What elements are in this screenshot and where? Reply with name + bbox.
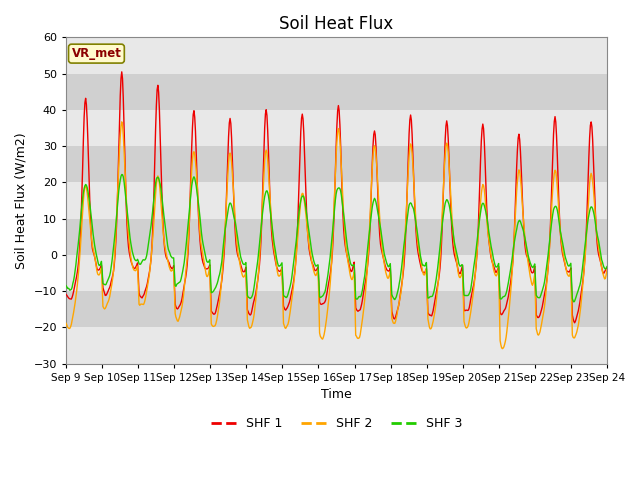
Line: SHF 2: SHF 2 (66, 122, 607, 348)
SHF 2 (603, 267, 611, 273)
SHF 2 (499, 346, 506, 351)
SHF 1 (403, 199, 411, 204)
Bar (66, 73, 607, 110)
SHF 3 (62, 283, 70, 288)
Bar (66, 327, 607, 364)
Bar (66, 291, 607, 327)
X-axis label: Time: Time (321, 388, 352, 401)
SHF 3 (603, 264, 611, 269)
Bar (66, 182, 607, 219)
SHF 2 (403, 197, 411, 203)
SHF 2 (129, 262, 136, 268)
Bar (66, 146, 607, 182)
SHF 1 (571, 320, 579, 326)
SHF 3 (72, 262, 80, 268)
SHF 1 (212, 309, 220, 314)
SHF 2 (183, 255, 191, 261)
SHF 1 (72, 277, 80, 283)
Title: Soil Heat Flux: Soil Heat Flux (280, 15, 394, 33)
SHF 3 (129, 249, 136, 254)
SHF 3 (212, 284, 220, 290)
SHF 2 (419, 269, 426, 275)
SHF 1 (603, 265, 611, 271)
SHF 3 (403, 219, 411, 225)
Bar (66, 255, 607, 291)
SHF 2 (118, 119, 125, 125)
Line: SHF 3: SHF 3 (66, 175, 607, 302)
SHF 1 (183, 262, 191, 267)
SHF 2 (212, 321, 220, 327)
SHF 3 (570, 299, 578, 305)
SHF 2 (72, 294, 80, 300)
Line: SHF 1: SHF 1 (66, 72, 607, 323)
Y-axis label: Soil Heat Flux (W/m2): Soil Heat Flux (W/m2) (15, 132, 28, 269)
SHF 1 (419, 269, 426, 275)
Bar (66, 37, 607, 73)
SHF 2 (62, 320, 70, 326)
Text: VR_met: VR_met (72, 47, 122, 60)
SHF 3 (183, 230, 191, 236)
Bar (66, 110, 607, 146)
SHF 1 (62, 292, 70, 298)
SHF 1 (129, 262, 136, 268)
SHF 3 (419, 263, 426, 268)
SHF 3 (118, 172, 125, 178)
Bar (66, 219, 607, 255)
Legend: SHF 1, SHF 2, SHF 3: SHF 1, SHF 2, SHF 3 (205, 412, 467, 435)
SHF 1 (118, 69, 125, 75)
